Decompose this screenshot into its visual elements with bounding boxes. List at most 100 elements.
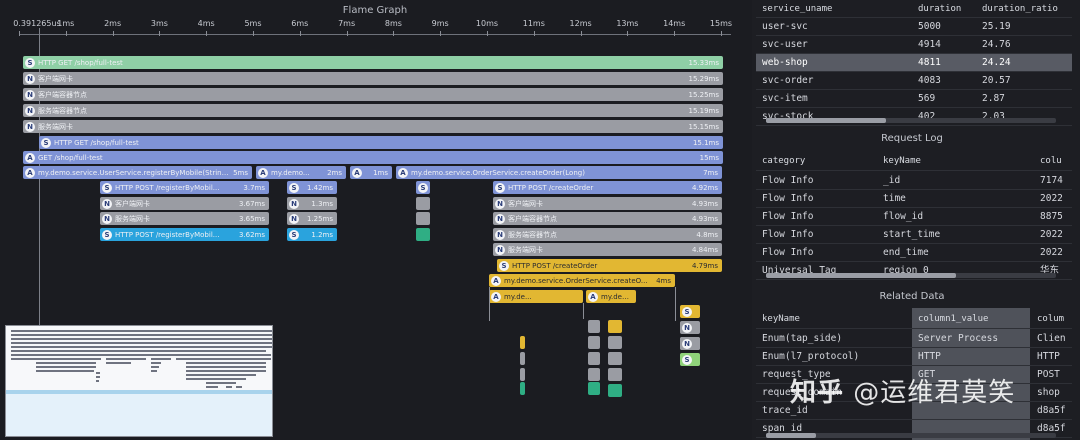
related-data-title: Related Data: [879, 291, 945, 302]
related-data-scrollbar[interactable]: [766, 433, 1056, 438]
tick-label: 8ms: [384, 19, 402, 28]
span-duration: 15.15ms: [688, 122, 719, 131]
flame-span-bar[interactable]: N 服务端网卡 4.84ms: [493, 243, 722, 256]
table-row[interactable]: Flow Info end_time 2022: [756, 244, 1072, 262]
table-row[interactable]: web-shop 4811 24.24: [756, 54, 1072, 72]
flame-span-bar[interactable]: [588, 320, 600, 333]
flame-span-bar[interactable]: S 1.42ms: [287, 181, 337, 194]
flame-span-bar[interactable]: A GET /shop/full-test 15ms: [23, 151, 723, 164]
flame-span-bar[interactable]: N 客户端网卡 15.29ms: [23, 72, 723, 85]
minimap-viewport-band[interactable]: [6, 390, 272, 394]
flame-span-bar[interactable]: N 客户端网卡 3.67ms: [100, 197, 269, 210]
flame-span-bar[interactable]: N 客户端网卡 4.93ms: [493, 197, 722, 210]
span-duration: 4.79ms: [691, 261, 718, 270]
flame-span-bar[interactable]: N 服务端网卡 3.65ms: [100, 212, 269, 225]
flame-span-bar[interactable]: S 1.2ms: [287, 228, 337, 241]
flame-span-bar[interactable]: N 服务端容器节点 15.19ms: [23, 104, 723, 117]
table-row[interactable]: Flow Info start_time 2022: [756, 226, 1072, 244]
table-row[interactable]: Universal Tag region_0 华东: [756, 262, 1072, 280]
flame-span-bar[interactable]: S HTTP POST /registerByMobil... 3.62ms: [100, 228, 269, 241]
flame-span-bar[interactable]: S HTTP POST /registerByMobil... 3.7ms: [100, 181, 269, 194]
flame-span-bar[interactable]: [520, 382, 525, 395]
flame-span-bar[interactable]: S HTTP POST /createOrder 4.79ms: [497, 259, 722, 272]
flame-span-bar[interactable]: [416, 197, 430, 210]
table-cell: svc-user: [762, 39, 808, 50]
column-header[interactable]: service_uname: [762, 4, 833, 14]
flame-span-bar[interactable]: [588, 352, 600, 365]
request-log-scrollbar[interactable]: [766, 273, 1056, 278]
flame-span-bar[interactable]: S HTTP GET /shop/full-test 15.33ms: [23, 56, 723, 69]
column-header[interactable]: colum: [1037, 314, 1065, 324]
minimap-span: [106, 358, 146, 360]
column-header[interactable]: keyName: [762, 314, 800, 324]
flame-span-bar[interactable]: N 客户端容器节点 4.93ms: [493, 212, 722, 225]
column-header[interactable]: category: [762, 156, 806, 166]
flame-span-bar[interactable]: N 1.25ms: [287, 212, 337, 225]
flame-graph-panel[interactable]: Flame Graph 0.391265us 1ms 2ms 3ms 4ms 5ms 6ms…: [0, 0, 750, 440]
flame-span-bar[interactable]: [608, 384, 622, 397]
flame-span-bar[interactable]: [608, 336, 622, 349]
table-row[interactable]: Flow Info time 2022: [756, 190, 1072, 208]
table-row[interactable]: Enum(tap_side) Server Process Clien: [756, 330, 1072, 348]
flame-span-bar[interactable]: [520, 368, 525, 381]
tick-label: 7ms: [338, 19, 356, 28]
flame-span-bar[interactable]: [416, 228, 430, 241]
table-row[interactable]: Flow Info flow_id 8875: [756, 208, 1072, 226]
service-table-scrollbar[interactable]: [766, 118, 1056, 123]
tick-mark: [487, 31, 488, 36]
flame-span-bar[interactable]: [520, 352, 525, 365]
flame-span-bar[interactable]: N 客户端容器节点 15.25ms: [23, 88, 723, 101]
flame-span-bar[interactable]: [608, 320, 622, 333]
flame-span-bar[interactable]: [588, 382, 600, 395]
flame-span-bar[interactable]: [416, 212, 430, 225]
span-duration: 4.84ms: [691, 245, 718, 254]
scrollbar-thumb[interactable]: [766, 273, 956, 278]
flame-span-bar[interactable]: S: [680, 353, 700, 366]
table-row[interactable]: user-svc 5000 25.19: [756, 18, 1072, 36]
column-header[interactable]: colu: [1040, 156, 1062, 166]
table-row[interactable]: Flow Info _id 7174: [756, 172, 1072, 190]
table-row[interactable]: svc-stock 402 2.03: [756, 108, 1072, 126]
minimap-span: [96, 376, 100, 378]
table-row[interactable]: svc-user 4914 24.76: [756, 36, 1072, 54]
table-row[interactable]: request_domain shop: [756, 384, 1072, 402]
table-row[interactable]: svc-item 569 2.87: [756, 90, 1072, 108]
span-name: my.demo...: [601, 292, 629, 301]
table-row[interactable]: request_type GET POST: [756, 366, 1072, 384]
column-header[interactable]: keyName: [883, 156, 921, 166]
flame-span-bar[interactable]: N 1.3ms: [287, 197, 337, 210]
span-name: HTTP POST /createOrder: [512, 261, 598, 270]
flame-span-bar[interactable]: S HTTP POST /createOrder 4.92ms: [493, 181, 722, 194]
flame-span-bar[interactable]: N 服务端网卡 15.15ms: [23, 120, 723, 133]
table-row[interactable]: Enum(l7_protocol) HTTP HTTP: [756, 348, 1072, 366]
table-row[interactable]: trace_id d8a5f: [756, 402, 1072, 420]
scrollbar-thumb[interactable]: [766, 433, 816, 438]
column-header[interactable]: duration_ratio: [982, 4, 1058, 14]
flame-span-bar[interactable]: S HTTP GET /shop/full-test 15.1ms: [39, 136, 723, 149]
flame-span-bar[interactable]: [608, 352, 622, 365]
column-header[interactable]: column1_value: [918, 314, 989, 324]
table-row[interactable]: svc-order 4083 20.57: [756, 72, 1072, 90]
flame-span-bar[interactable]: [588, 336, 600, 349]
flame-span-bar[interactable]: Amy.demo...: [586, 290, 636, 303]
flame-span-bar[interactable]: N: [680, 337, 700, 350]
column-header[interactable]: duration: [918, 4, 962, 14]
flame-span-bar[interactable]: [588, 368, 600, 381]
flame-span-bar[interactable]: [520, 336, 525, 349]
flame-span-bar[interactable]: A 1ms: [350, 166, 392, 179]
flame-span-bar[interactable]: N 服务端容器节点 4.8ms: [493, 228, 722, 241]
flame-span-bar[interactable]: N: [680, 321, 700, 334]
span-duration: 1.25ms: [306, 214, 333, 223]
flame-span-bar[interactable]: [608, 368, 622, 381]
scrollbar-thumb[interactable]: [766, 118, 886, 123]
flame-span-bar[interactable]: S: [416, 181, 430, 194]
flame-minimap[interactable]: [5, 325, 273, 437]
flame-span-bar[interactable]: S: [680, 305, 700, 318]
table-cell: Universal Tag: [762, 265, 837, 276]
span-type-badge: S: [102, 229, 112, 240]
